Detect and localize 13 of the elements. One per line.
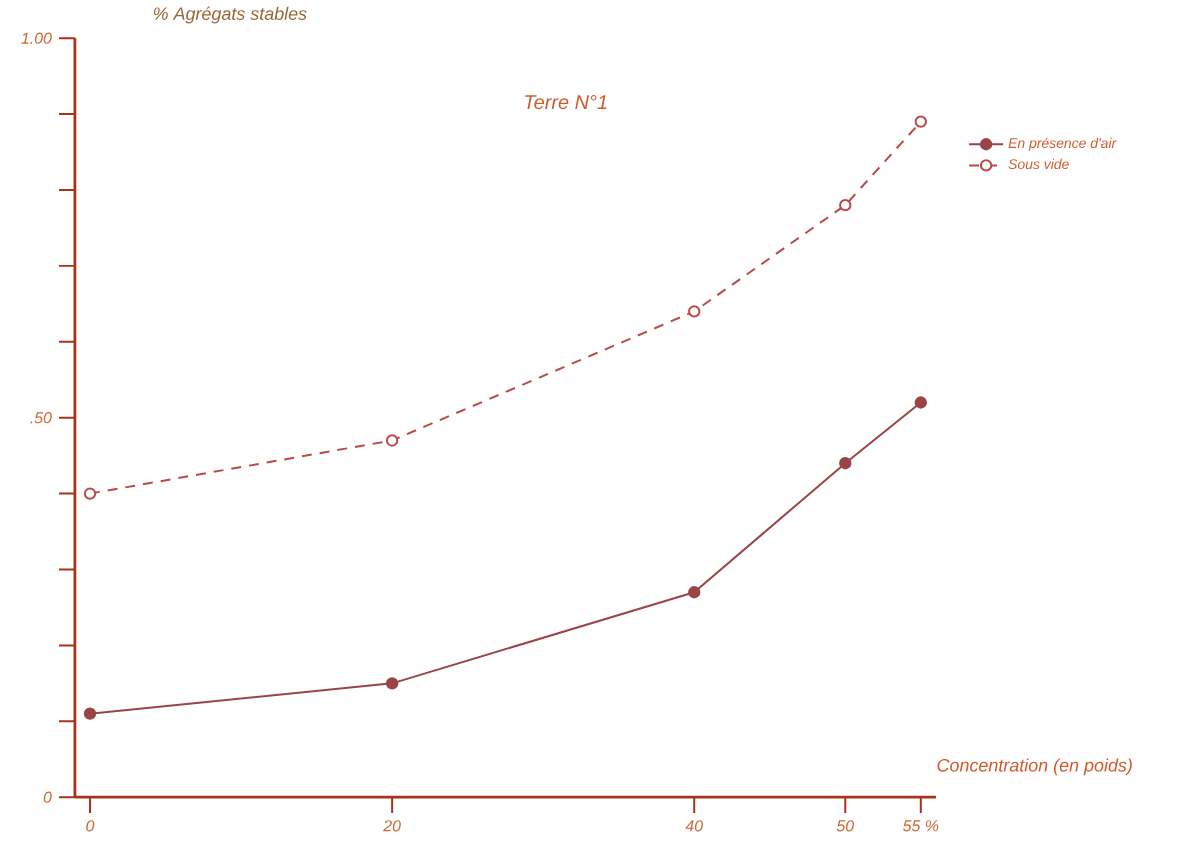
- x-tick-label: 20: [383, 820, 401, 832]
- x-tick-label: 40: [685, 820, 703, 832]
- y-tick-label: 1.00: [21, 32, 52, 44]
- x-tick-label: 0: [86, 820, 95, 832]
- y-tick-label: .50: [30, 411, 52, 424]
- x-tick-label: 50: [836, 820, 854, 832]
- x-tick-label: 55 %: [902, 820, 939, 832]
- x-axis-title: Concentration (en poids): [937, 758, 1132, 776]
- text: Terre N°1: [525, 94, 607, 110]
- y-axis-title: % Agrégats stables: [153, 6, 307, 24]
- legend-label: Sous vide: [1008, 158, 1069, 170]
- y-tick-label: 0: [43, 791, 52, 803]
- legend-label: En présence d'air: [1008, 137, 1117, 151]
